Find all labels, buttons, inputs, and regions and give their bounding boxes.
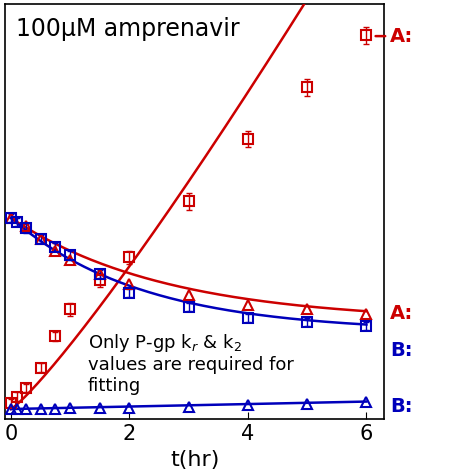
Text: Only P-gp k$_r$ & k$_2$
values are required for
fitting: Only P-gp k$_r$ & k$_2$ values are requi… <box>88 331 294 395</box>
Text: B:: B: <box>390 341 412 360</box>
Text: A:: A: <box>390 304 413 323</box>
Text: 100μM amprenavir: 100μM amprenavir <box>17 17 240 41</box>
Text: B:: B: <box>390 397 412 416</box>
Text: A:: A: <box>390 27 413 46</box>
X-axis label: t(hr): t(hr) <box>170 450 219 470</box>
